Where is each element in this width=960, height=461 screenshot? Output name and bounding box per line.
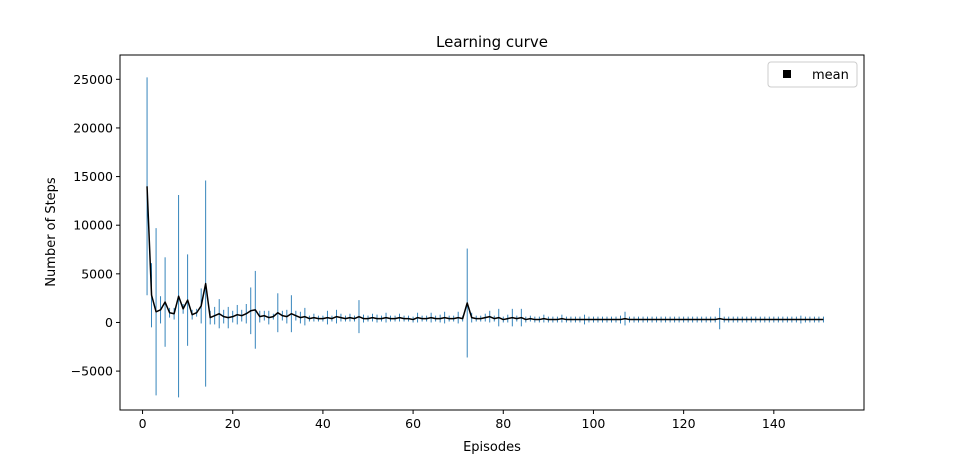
legend: mean (767, 61, 858, 88)
x-tick-label: 140 (762, 416, 786, 431)
y-tick-label: 15000 (73, 169, 113, 184)
legend-box (767, 61, 858, 88)
x-tick-label: 100 (582, 416, 606, 431)
y-axis-label: Number of Steps (44, 177, 59, 287)
x-axis-label: Episodes (463, 440, 521, 455)
legend-marker-square (783, 70, 791, 78)
y-axis-ticks: −5000 0 5000 10000 15000 20000 25000 (71, 72, 120, 379)
mean-series-line (146, 186, 824, 321)
y-tick-label: 20000 (73, 120, 113, 135)
y-tick-label: 5000 (81, 266, 113, 281)
x-tick-label: 20 (225, 416, 241, 431)
x-tick-label: 120 (672, 416, 696, 431)
chart-title: Learning curve (436, 33, 548, 51)
y-tick-label: 25000 (73, 72, 113, 87)
y-tick-label: 0 (105, 315, 113, 330)
x-tick-label: 0 (139, 416, 147, 431)
plot-frame (119, 54, 865, 411)
mean-line-layer (146, 186, 824, 321)
y-tick-label: −5000 (71, 364, 113, 379)
x-tick-label: 40 (315, 416, 331, 431)
legend-label-mean: mean (812, 68, 849, 83)
x-tick-label: 60 (405, 416, 421, 431)
x-axis-ticks: 0 20 40 60 80 100 120 140 (139, 410, 786, 431)
y-tick-label: 10000 (73, 218, 113, 233)
x-tick-label: 80 (495, 416, 511, 431)
